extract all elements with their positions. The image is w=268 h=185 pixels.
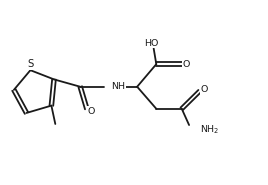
Text: O: O xyxy=(201,85,208,94)
Text: S: S xyxy=(27,59,34,69)
Text: O: O xyxy=(88,107,95,116)
Text: NH$_2$: NH$_2$ xyxy=(200,124,219,136)
Text: NH: NH xyxy=(111,82,125,91)
Text: O: O xyxy=(183,60,190,69)
Text: HO: HO xyxy=(144,39,158,48)
